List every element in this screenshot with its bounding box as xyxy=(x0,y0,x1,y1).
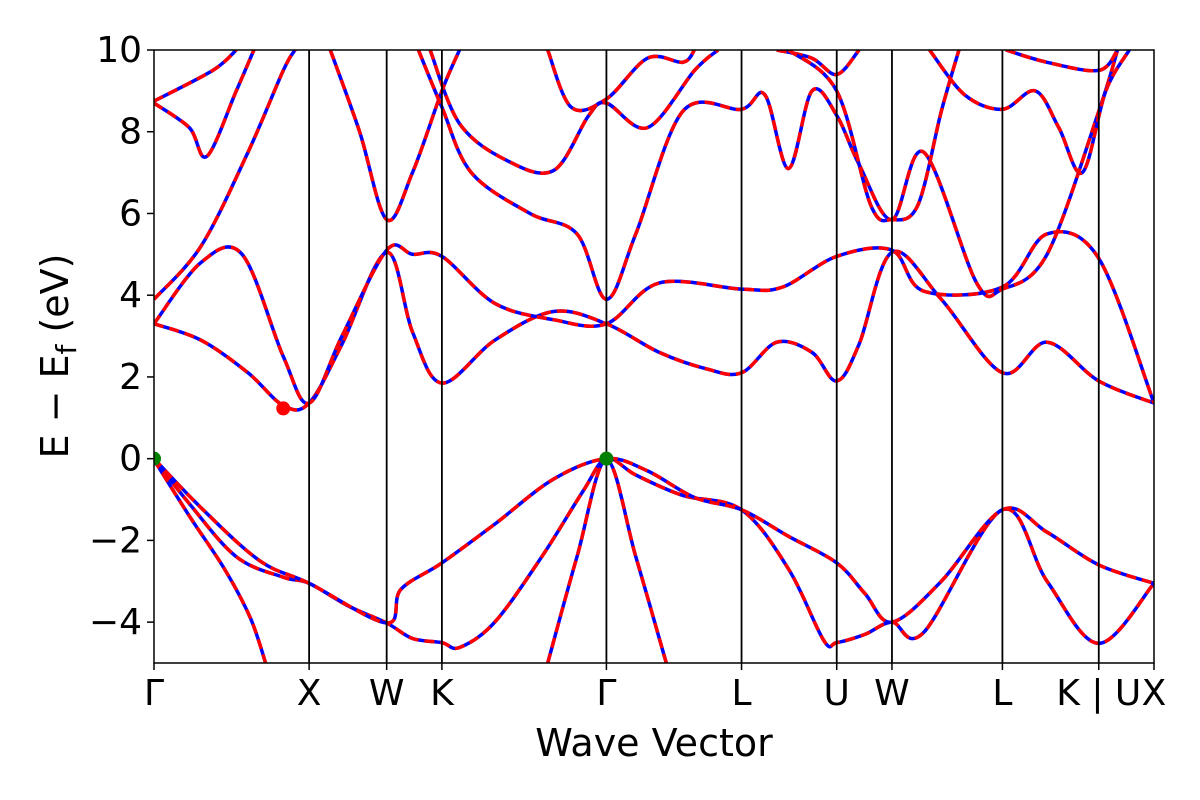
band-line-wannier xyxy=(1005,50,1120,73)
plot-frame xyxy=(153,49,1155,664)
x-tick-label: U xyxy=(824,673,850,714)
cbm-marker xyxy=(276,401,291,416)
x-tick-label: X xyxy=(297,673,322,714)
x-tick-label: W xyxy=(874,673,910,714)
band-edge-markers xyxy=(154,401,614,466)
band-line-wannier xyxy=(428,50,720,175)
band-line-dft xyxy=(154,249,1154,412)
x-tick-label: W xyxy=(369,673,405,714)
band-lines xyxy=(154,50,1154,663)
band-line-dft xyxy=(154,50,256,159)
y-axis-label: E − Ef (eV) xyxy=(33,254,83,459)
y-tick-label: 4 xyxy=(119,275,142,316)
x-tick-label: Γ xyxy=(596,673,616,714)
vbm-marker xyxy=(599,451,614,466)
x-axis-label: Wave Vector xyxy=(535,721,773,765)
x-tick-label: K | U xyxy=(1056,673,1141,714)
x-tick-label: X xyxy=(1142,673,1167,714)
x-tick-label: L xyxy=(732,673,752,714)
band-line-dft xyxy=(154,458,268,663)
band-line-wannier xyxy=(154,458,268,663)
y-tick-label: 0 xyxy=(119,439,142,480)
band-line-dft xyxy=(428,50,720,175)
band-line-wannier xyxy=(546,50,696,113)
band-line-wannier xyxy=(154,249,1154,412)
band-line-dft xyxy=(154,230,1154,405)
y-tick-label: 10 xyxy=(96,30,142,71)
band-line-wannier xyxy=(154,230,1154,405)
x-tick-label: L xyxy=(992,673,1012,714)
high-symmetry-lines xyxy=(308,50,1100,663)
y-tick-label: 6 xyxy=(119,193,142,234)
band-line-dft xyxy=(416,50,1120,302)
x-tick-label: Γ xyxy=(144,673,164,714)
x-tick-label: K xyxy=(430,673,455,714)
y-tick-label: 8 xyxy=(119,112,142,153)
band-line-wannier xyxy=(416,50,1120,302)
y-axis-ticks: −4 −2 0 2 4 6 8 10 xyxy=(89,30,154,643)
band-line-wannier xyxy=(154,50,297,301)
band-line-dft xyxy=(154,50,238,103)
band-line-wannier xyxy=(154,50,238,103)
band-line-dft xyxy=(154,50,297,301)
band-line-wannier xyxy=(154,50,256,159)
band-line-wannier xyxy=(928,50,1131,175)
vbm-marker xyxy=(154,451,161,466)
y-tick-label: −4 xyxy=(89,602,142,643)
band-line-dft xyxy=(1005,50,1120,73)
band-line-wannier xyxy=(154,456,1154,625)
y-tick-label: 2 xyxy=(119,357,142,398)
y-tick-label: −2 xyxy=(89,520,142,561)
